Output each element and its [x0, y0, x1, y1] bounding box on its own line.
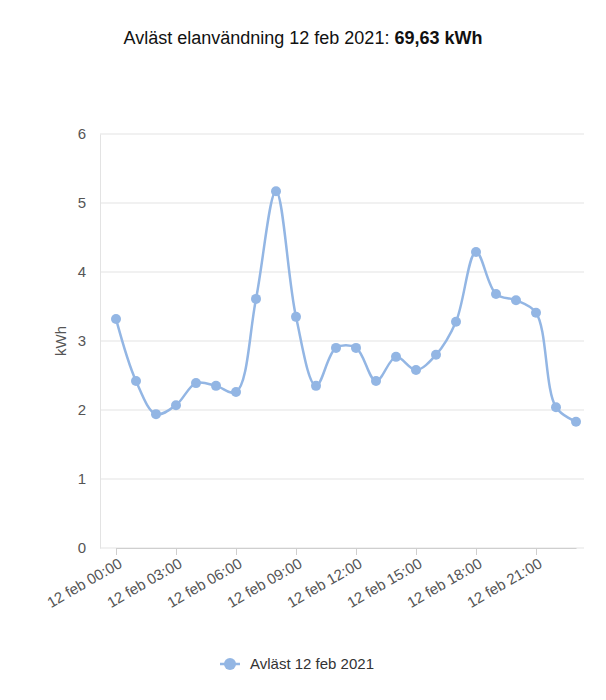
point[interactable]: [511, 295, 521, 305]
point[interactable]: [551, 402, 561, 412]
y-axis-title: kWh: [52, 326, 69, 356]
x-tick-mark: [416, 548, 417, 555]
y-axis-line: [100, 135, 101, 549]
point[interactable]: [571, 417, 581, 427]
point[interactable]: [171, 400, 181, 410]
x-axis: 12 feb 00:0012 feb 03:0012 feb 06:0012 f…: [44, 548, 577, 611]
y-tick-label: 4: [78, 263, 86, 280]
y-tick-label: 2: [78, 401, 86, 418]
point[interactable]: [451, 317, 461, 327]
legend-item[interactable]: Avläst 12 feb 2021: [220, 655, 374, 672]
x-tick-mark: [476, 548, 477, 555]
title: Avläst elanvändning 12 feb 2021:: [124, 28, 390, 48]
y-tick: 4: [78, 263, 100, 280]
grid-line: [100, 479, 584, 480]
y-tick-label: 5: [78, 194, 86, 211]
grid: [100, 134, 584, 548]
y-tick: 6: [78, 125, 100, 142]
point[interactable]: [291, 312, 301, 322]
grid-line: [100, 548, 584, 549]
point[interactable]: [131, 376, 141, 386]
grid-line: [100, 203, 584, 204]
chart: Avläst elanvändning 12 feb 2021: 69,63 k…: [0, 0, 606, 700]
x-tick-mark: [296, 548, 297, 555]
x-tick-label: 12 feb 21:00: [464, 554, 545, 610]
point[interactable]: [151, 409, 161, 419]
y-tick-label: 3: [78, 332, 86, 349]
x-tick-mark: [116, 548, 117, 555]
point[interactable]: [311, 381, 321, 391]
x-tick-mark: [356, 548, 357, 555]
point[interactable]: [391, 352, 401, 362]
x-tick: 12 feb 21:00: [464, 548, 545, 611]
point[interactable]: [531, 308, 541, 318]
y-tick: 5: [78, 194, 100, 211]
y-tick: 1: [78, 470, 100, 487]
x-axis-line: [117, 548, 577, 549]
y-axis: 0 1 2 3 4 5 6: [78, 125, 101, 556]
y-tick: 3: [78, 332, 100, 349]
y-tick-label: 6: [78, 125, 86, 142]
series-line: [116, 191, 576, 421]
point[interactable]: [111, 314, 121, 324]
point[interactable]: [431, 350, 441, 360]
point[interactable]: [411, 365, 421, 375]
legend-swatch: [224, 658, 236, 670]
grid-line: [100, 272, 584, 273]
point[interactable]: [251, 294, 261, 304]
point[interactable]: [371, 376, 381, 386]
legend: Avläst 12 feb 2021: [220, 655, 374, 672]
point[interactable]: [231, 387, 241, 397]
x-tick-mark: [536, 548, 537, 555]
grid-line: [100, 341, 584, 342]
point[interactable]: [471, 247, 481, 257]
total: 69,63 kWh: [394, 28, 482, 48]
y-tick-label: 0: [78, 539, 86, 556]
point[interactable]: [491, 289, 501, 299]
y-tick: 0: [78, 539, 100, 556]
point[interactable]: [271, 186, 281, 196]
y-tick: 2: [78, 401, 100, 418]
point[interactable]: [351, 343, 361, 353]
x-tick-mark: [236, 548, 237, 555]
grid-line: [100, 410, 584, 411]
grid-line: [100, 134, 584, 135]
plot-area: [111, 186, 581, 426]
point[interactable]: [191, 378, 201, 388]
legend-label: Avläst 12 feb 2021: [250, 655, 374, 672]
point[interactable]: [331, 343, 341, 353]
point[interactable]: [211, 381, 221, 391]
y-tick-label: 1: [78, 470, 86, 487]
x-tick-mark: [176, 548, 177, 555]
title-line: Avläst elanvändning 12 feb 2021: 69,63 k…: [124, 28, 483, 48]
